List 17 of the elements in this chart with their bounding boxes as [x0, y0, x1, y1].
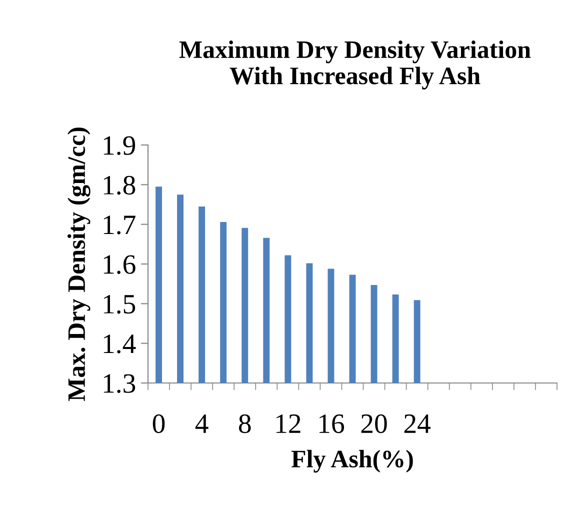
x-tick-label: 20 [361, 414, 387, 434]
y-tick-label: 1.6 [104, 255, 136, 274]
y-axis-title: Max. Dry Density (gm/cc) [67, 128, 90, 402]
y-tick-label: 1.9 [104, 136, 136, 156]
x-axis-title: Fly Ash(%) [291, 450, 413, 473]
y-tick-label: 1.3 [104, 374, 136, 394]
y-tick-label: 1.4 [104, 334, 136, 354]
y-tick-label: 1.8 [104, 176, 136, 195]
x-tick-label: 0 [152, 414, 165, 434]
y-tick-label: 1.5 [104, 294, 136, 314]
x-tick-label: 12 [276, 414, 300, 433]
x-tick-label: 8 [238, 414, 251, 434]
x-tick-label: 16 [320, 414, 344, 434]
x-tick-label: 24 [404, 414, 431, 433]
x-tick-label: 4 [195, 414, 208, 433]
y-tick-label: 1.7 [104, 216, 136, 234]
chart-title: Maximum Dry Density Variation With Increased Fly Ash [179, 40, 531, 90]
